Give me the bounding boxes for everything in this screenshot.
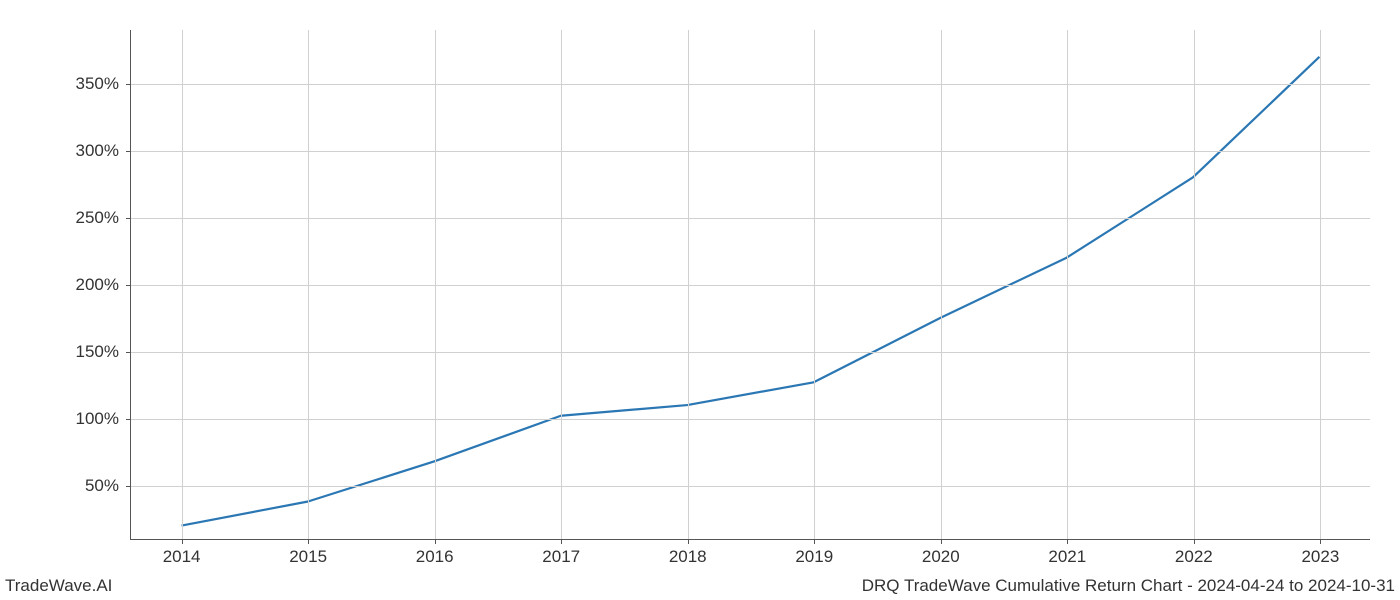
gridline-horizontal (131, 285, 1370, 286)
y-tick (126, 419, 131, 420)
gridline-horizontal (131, 84, 1370, 85)
x-tick (435, 539, 436, 544)
x-tick-label: 2018 (669, 547, 707, 567)
y-tick-label: 350% (76, 74, 119, 94)
y-tick-label: 200% (76, 275, 119, 295)
x-tick-label: 2020 (922, 547, 960, 567)
x-tick (1067, 539, 1068, 544)
y-tick-label: 50% (85, 476, 119, 496)
y-tick (126, 352, 131, 353)
x-tick-label: 2016 (416, 547, 454, 567)
x-tick-label: 2015 (289, 547, 327, 567)
y-tick (126, 486, 131, 487)
gridline-horizontal (131, 419, 1370, 420)
y-tick-label: 250% (76, 208, 119, 228)
x-tick-label: 2017 (542, 547, 580, 567)
y-tick-label: 300% (76, 141, 119, 161)
return-line (182, 57, 1320, 526)
x-tick (941, 539, 942, 544)
y-tick (126, 151, 131, 152)
x-tick (308, 539, 309, 544)
gridline-horizontal (131, 218, 1370, 219)
x-tick-label: 2021 (1048, 547, 1086, 567)
x-tick-label: 2023 (1301, 547, 1339, 567)
gridline-horizontal (131, 352, 1370, 353)
y-tick-label: 150% (76, 342, 119, 362)
footer-left-text: TradeWave.AI (5, 576, 112, 596)
plot-area: 2014201520162017201820192020202120222023… (130, 30, 1370, 540)
gridline-horizontal (131, 486, 1370, 487)
footer-right-text: DRQ TradeWave Cumulative Return Chart - … (862, 576, 1395, 596)
y-tick (126, 285, 131, 286)
x-tick-label: 2022 (1175, 547, 1213, 567)
x-tick (814, 539, 815, 544)
y-tick-label: 100% (76, 409, 119, 429)
x-tick (1194, 539, 1195, 544)
x-tick-label: 2019 (795, 547, 833, 567)
x-tick (688, 539, 689, 544)
x-tick (182, 539, 183, 544)
y-tick (126, 84, 131, 85)
y-tick (126, 218, 131, 219)
x-tick (561, 539, 562, 544)
gridline-horizontal (131, 151, 1370, 152)
x-tick-label: 2014 (163, 547, 201, 567)
chart-container: 2014201520162017201820192020202120222023… (130, 30, 1370, 540)
x-tick (1320, 539, 1321, 544)
